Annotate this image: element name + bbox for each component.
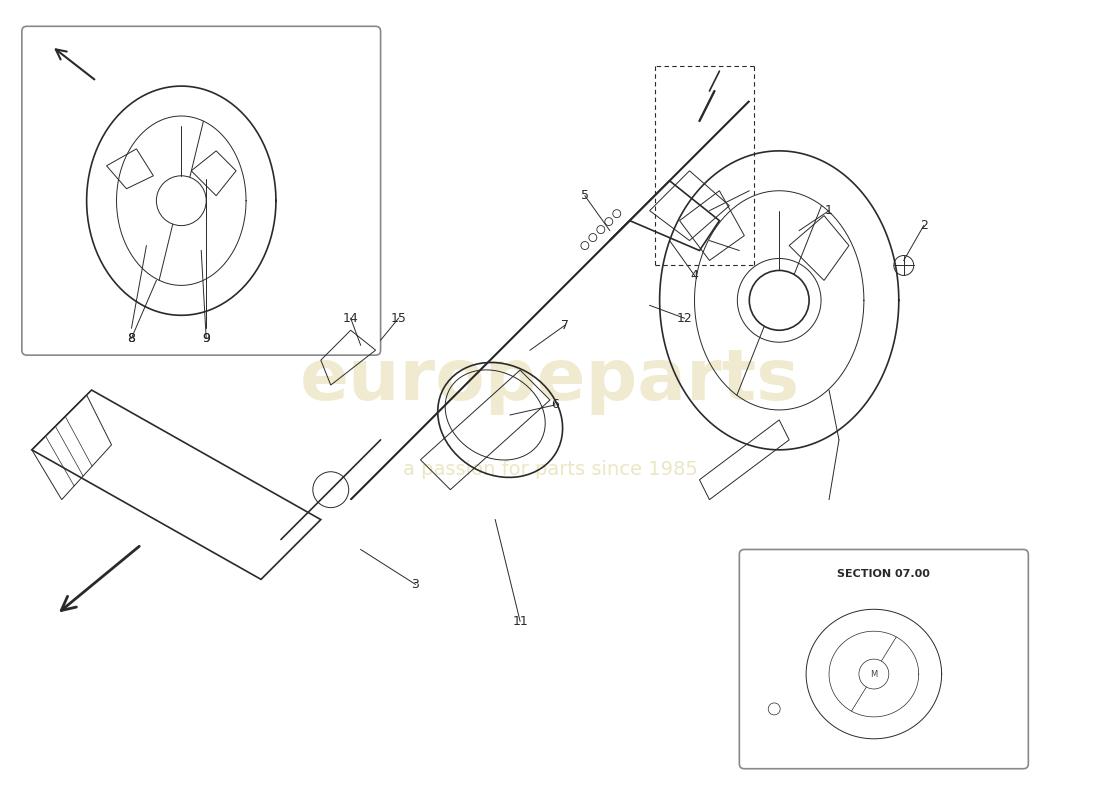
Text: 6: 6: [551, 398, 559, 411]
Text: 3: 3: [411, 578, 419, 591]
Text: a passion for parts since 1985: a passion for parts since 1985: [403, 460, 697, 479]
Text: 8: 8: [128, 332, 135, 345]
Text: 12: 12: [676, 312, 692, 325]
Text: 9: 9: [202, 332, 210, 345]
Text: 1: 1: [825, 204, 833, 217]
Text: 7: 7: [561, 318, 569, 332]
Text: 15: 15: [390, 312, 407, 325]
Text: 14: 14: [343, 312, 359, 325]
Text: 11: 11: [513, 614, 528, 628]
Text: M: M: [870, 670, 878, 678]
Text: 8: 8: [128, 332, 135, 345]
Text: 9: 9: [202, 332, 210, 345]
Text: SECTION 07.00: SECTION 07.00: [837, 570, 931, 579]
Text: 5: 5: [581, 190, 589, 202]
Text: 4: 4: [691, 269, 698, 282]
Text: 2: 2: [920, 219, 927, 232]
FancyBboxPatch shape: [739, 550, 1028, 769]
Text: europeparts: europeparts: [300, 346, 800, 414]
FancyBboxPatch shape: [22, 26, 381, 355]
